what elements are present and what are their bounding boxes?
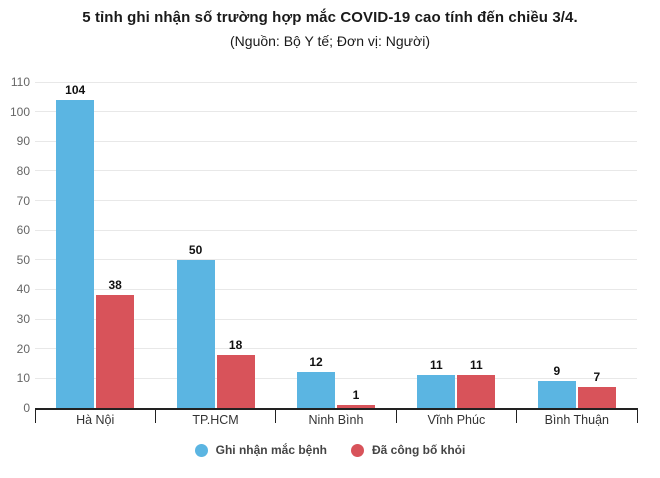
x-axis-tick bbox=[516, 408, 518, 423]
y-axis-label: 30 bbox=[16, 312, 30, 327]
y-axis-label: 110 bbox=[10, 75, 30, 89]
chart-subtitle: (Nguồn: Bộ Y tế; Đơn vị: Người) bbox=[230, 33, 430, 49]
x-axis-tick bbox=[636, 408, 638, 423]
bar-ghi-nhan-mac-benh-tp-hcm bbox=[176, 260, 215, 408]
bar-da-cong-bo-khoi-binh-thuan bbox=[577, 387, 616, 408]
bar-da-cong-bo-khoi-ninh-binh bbox=[337, 405, 375, 408]
bar-value-label: 104 bbox=[65, 83, 86, 97]
bar-da-cong-bo-khoi-vinh-phuc bbox=[457, 375, 496, 408]
bar-value-label: 38 bbox=[108, 278, 122, 292]
bar-value-label: 11 bbox=[470, 358, 483, 372]
y-axis-label: 60 bbox=[16, 223, 30, 238]
bar-value-label: 12 bbox=[309, 355, 323, 369]
legend-marker-circle bbox=[351, 443, 364, 457]
gridline bbox=[35, 318, 637, 320]
gridline bbox=[35, 170, 637, 172]
x-axis-category-label: Bình Thuận bbox=[544, 413, 609, 427]
bar-value-label: 18 bbox=[228, 338, 243, 352]
y-axis-label: 0 bbox=[23, 401, 30, 415]
bar-ghi-nhan-mac-benh-ha-noi bbox=[56, 100, 95, 408]
y-axis-label: 10 bbox=[16, 371, 30, 386]
y-axis-label: 100 bbox=[9, 104, 30, 119]
bar-da-cong-bo-khoi-tp-hcm bbox=[216, 355, 255, 408]
legend-label: Đã công bố khỏi bbox=[372, 443, 466, 457]
gridline bbox=[35, 111, 637, 113]
bar-value-label: 11 bbox=[430, 358, 443, 372]
gridline bbox=[35, 288, 637, 290]
gridline bbox=[35, 140, 637, 142]
legend-item-ghi-nhan-mac-benh[interactable]: Ghi nhận mắc bệnh bbox=[194, 443, 327, 457]
y-axis-label: 80 bbox=[16, 163, 30, 178]
x-axis-line bbox=[35, 408, 637, 410]
gridline bbox=[35, 377, 637, 379]
legend: Ghi nhận mắc bệnh Đã công bố khỏi bbox=[0, 443, 660, 457]
x-axis-tick bbox=[395, 408, 397, 423]
x-axis-category-label: Hà Nội bbox=[76, 413, 115, 427]
bar-ghi-nhan-mac-benh-ninh-binh bbox=[297, 372, 335, 408]
bar-da-cong-bo-khoi-ha-noi bbox=[96, 295, 135, 408]
gridline bbox=[35, 200, 637, 202]
bar-ghi-nhan-mac-benh-binh-thuan bbox=[537, 381, 576, 408]
gridline bbox=[35, 229, 637, 231]
x-axis-tick bbox=[275, 408, 277, 423]
chart-title: 5 tỉnh ghi nhận số trường hợp mắc COVID-… bbox=[82, 9, 578, 26]
bar-value-label: 7 bbox=[593, 370, 601, 384]
bar-value-label: 9 bbox=[553, 364, 561, 378]
x-axis-category-label: Ninh Bình bbox=[308, 413, 364, 427]
legend-item-da-cong-bo-khoi[interactable]: Đã công bố khỏi bbox=[351, 443, 465, 457]
x-axis-category-label: TP.HCM bbox=[192, 413, 239, 427]
bar-ghi-nhan-mac-benh-vinh-phuc bbox=[417, 375, 456, 408]
x-axis-tick bbox=[34, 408, 36, 423]
x-axis-tick bbox=[154, 408, 156, 423]
gridline bbox=[35, 348, 637, 350]
gridline bbox=[35, 259, 637, 261]
legend-label: Ghi nhận mắc bệnh bbox=[215, 443, 327, 457]
bar-value-label: 1 bbox=[352, 388, 360, 402]
gridline bbox=[35, 81, 637, 83]
y-axis-label: 20 bbox=[16, 341, 30, 356]
x-axis-category-label: Vĩnh Phúc bbox=[427, 413, 486, 427]
y-axis-label: 70 bbox=[16, 193, 30, 208]
y-axis-label: 40 bbox=[16, 282, 30, 297]
legend-marker-circle bbox=[194, 443, 208, 457]
y-axis-label: 90 bbox=[16, 134, 30, 149]
bar-value-label: 50 bbox=[188, 243, 203, 257]
y-axis-label: 50 bbox=[16, 252, 30, 267]
